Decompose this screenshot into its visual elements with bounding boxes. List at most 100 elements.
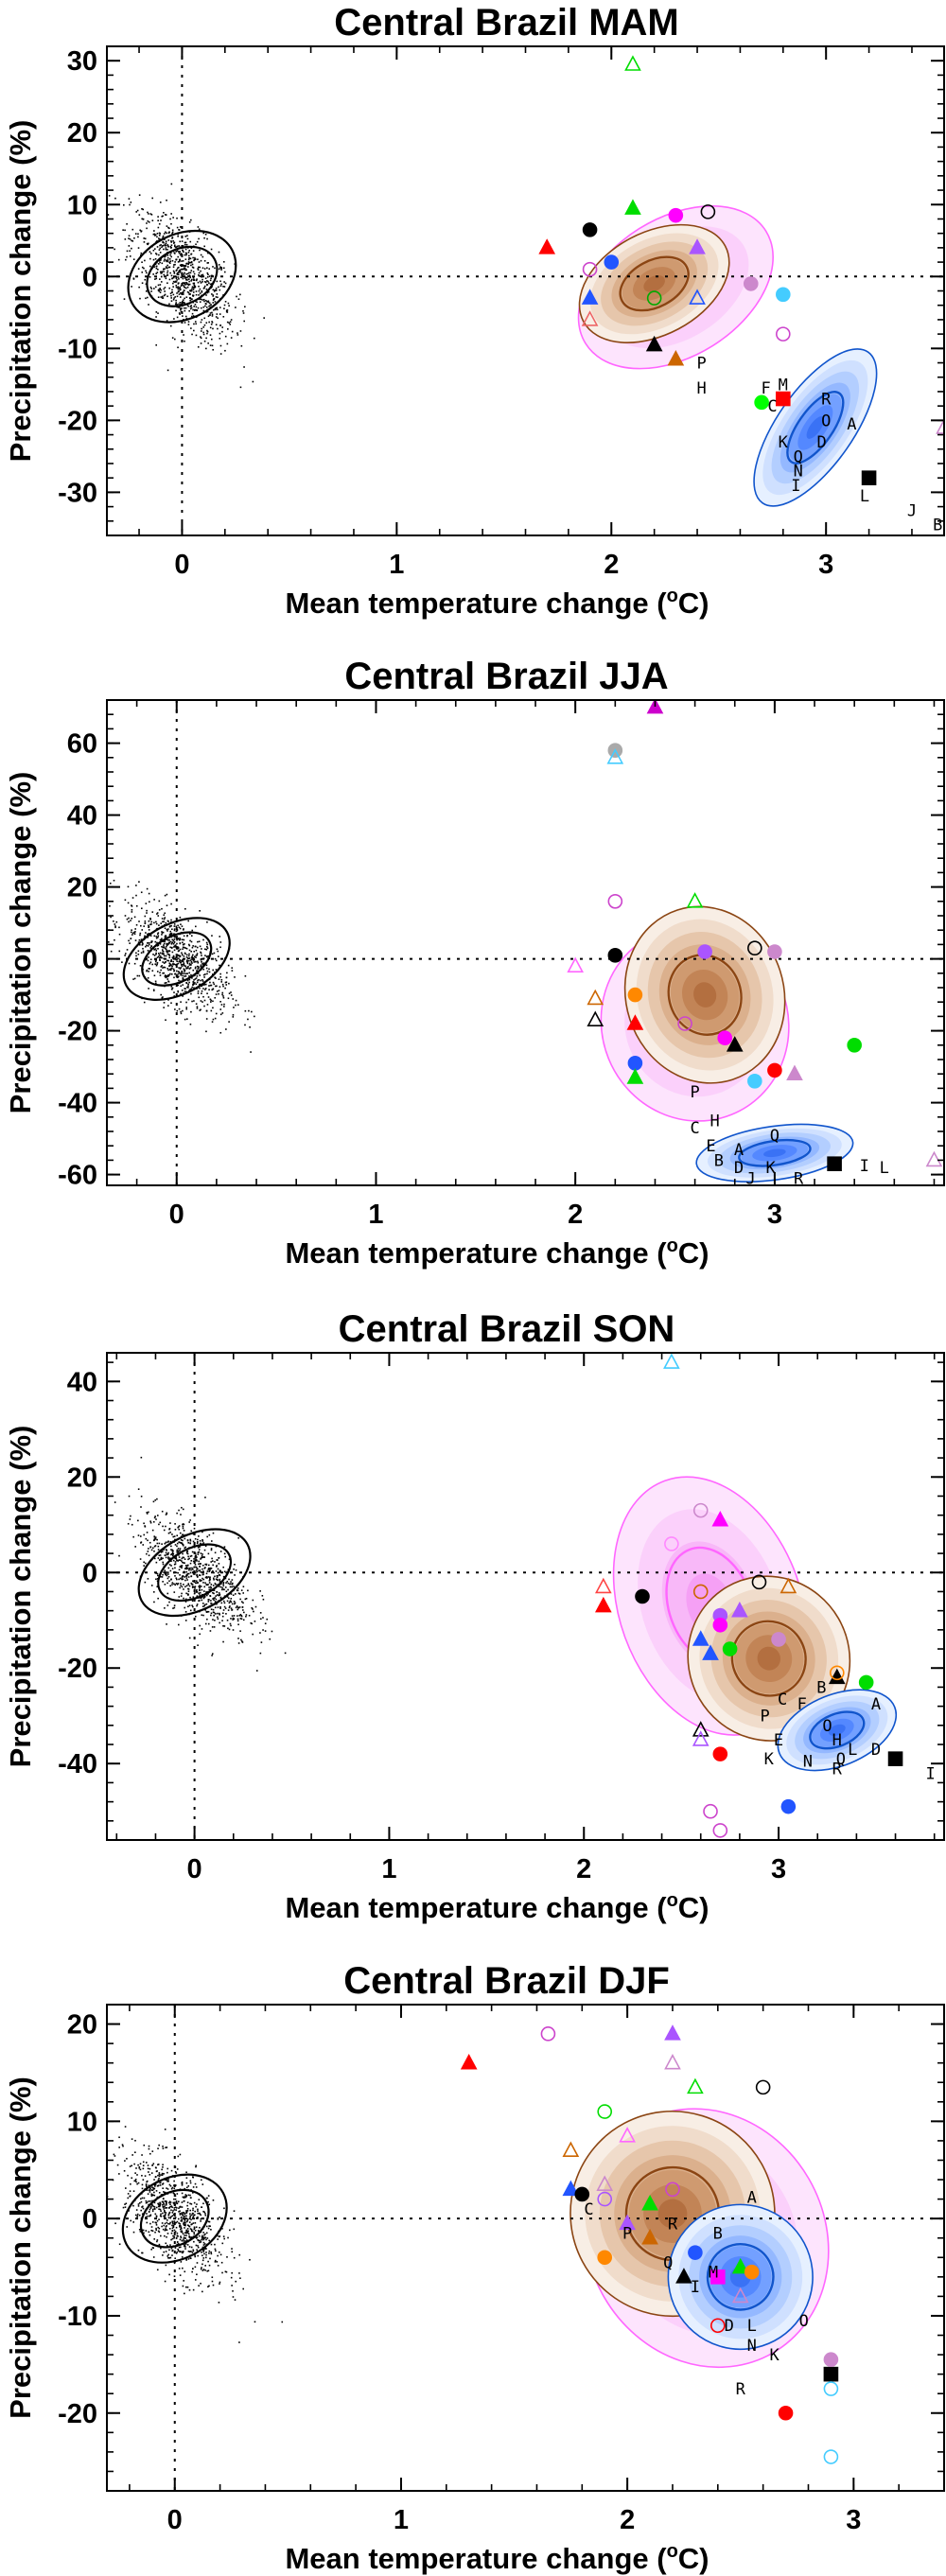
- control-point: [236, 1605, 238, 1607]
- control-point: [204, 983, 207, 986]
- y-tick-label: 0: [82, 945, 97, 975]
- control-point: [170, 2232, 173, 2234]
- control-point: [185, 2259, 187, 2261]
- control-point: [184, 965, 187, 968]
- control-point: [197, 940, 199, 943]
- control-point: [171, 277, 174, 279]
- control-point: [208, 275, 211, 277]
- control-point: [170, 1560, 172, 1562]
- control-point: [201, 1605, 204, 1607]
- control-point: [216, 308, 219, 311]
- control-point: [188, 257, 190, 259]
- control-point: [160, 2210, 162, 2213]
- control-point: [166, 930, 168, 932]
- control-point: [184, 1558, 186, 1560]
- control-point: [201, 2234, 203, 2237]
- control-point: [178, 1525, 181, 1527]
- control-point: [135, 952, 137, 955]
- control-point: [195, 1558, 197, 1560]
- control-point: [184, 2286, 187, 2288]
- control-point: [152, 990, 155, 991]
- control-point: [184, 2224, 186, 2227]
- control-point: [159, 278, 161, 280]
- control-point: [205, 1584, 208, 1586]
- control-point: [165, 1019, 166, 1022]
- control-point: [191, 1604, 193, 1606]
- control-point: [188, 309, 190, 312]
- pdf-blue-inner: [706, 2243, 775, 2311]
- control-point: [180, 1010, 182, 1013]
- control-point: [175, 302, 178, 304]
- control-point: [157, 2226, 159, 2229]
- control-point: [161, 1543, 163, 1545]
- control-point: [215, 959, 218, 962]
- control-point: [184, 322, 186, 324]
- control-point: [165, 240, 167, 243]
- control-point: [175, 2172, 178, 2174]
- control-point: [149, 1520, 151, 1522]
- control-point: [150, 290, 152, 292]
- control-point: [180, 304, 182, 306]
- control-point: [207, 2260, 209, 2263]
- control-point: [198, 228, 201, 231]
- control-point: [201, 1573, 204, 1576]
- control-point: [208, 2264, 211, 2267]
- control-point: [226, 1580, 229, 1583]
- control-point: [177, 938, 180, 939]
- control-point: [169, 940, 172, 943]
- control-point: [124, 899, 127, 902]
- control-point: [163, 1007, 165, 1008]
- control-point: [161, 2225, 163, 2228]
- control-point: [163, 946, 166, 948]
- control-point: [164, 290, 166, 292]
- control-point: [173, 945, 176, 947]
- control-point: [153, 1535, 156, 1537]
- control-point: [123, 203, 125, 206]
- control-point: [176, 1534, 179, 1537]
- control-point: [238, 1614, 241, 1617]
- control-point: [199, 1574, 201, 1576]
- control-point: [215, 316, 218, 318]
- control-point: [216, 1576, 219, 1579]
- control-point: [174, 1584, 177, 1586]
- model-circle-marker: [582, 222, 598, 237]
- control-point: [200, 1552, 202, 1554]
- control-point: [156, 1498, 158, 1500]
- control-point: [181, 1576, 184, 1579]
- control-point: [198, 1592, 201, 1594]
- control-point: [184, 241, 186, 244]
- control-point: [179, 2274, 182, 2276]
- control-point: [201, 1564, 204, 1567]
- control-point: [152, 249, 155, 252]
- control-point: [141, 2252, 143, 2254]
- control-point: [187, 2230, 189, 2233]
- x-tick-label: 0: [167, 2505, 183, 2535]
- control-point: [187, 1572, 190, 1575]
- control-point: [162, 237, 164, 238]
- control-point: [153, 2208, 156, 2210]
- control-point: [179, 938, 182, 940]
- control-point: [162, 1561, 165, 1564]
- control-point: [259, 1652, 262, 1655]
- control-point: [161, 272, 163, 274]
- control-point: [211, 321, 213, 323]
- control-point: [211, 315, 214, 317]
- control-point: [196, 1576, 199, 1578]
- control-point: [220, 1004, 223, 1006]
- control-point: [206, 2197, 208, 2199]
- control-point: [162, 972, 164, 974]
- control-point: [157, 226, 160, 229]
- control-point: [224, 987, 226, 990]
- control-point: [187, 2185, 190, 2187]
- control-point: [163, 918, 166, 920]
- control-point: [196, 2262, 199, 2264]
- control-point: [138, 194, 141, 196]
- control-point: [166, 2235, 167, 2238]
- control-point: [206, 332, 208, 335]
- control-point: [185, 254, 187, 256]
- control-point: [215, 969, 218, 971]
- control-point: [223, 1570, 226, 1573]
- control-point: [176, 954, 179, 955]
- control-point: [170, 958, 173, 961]
